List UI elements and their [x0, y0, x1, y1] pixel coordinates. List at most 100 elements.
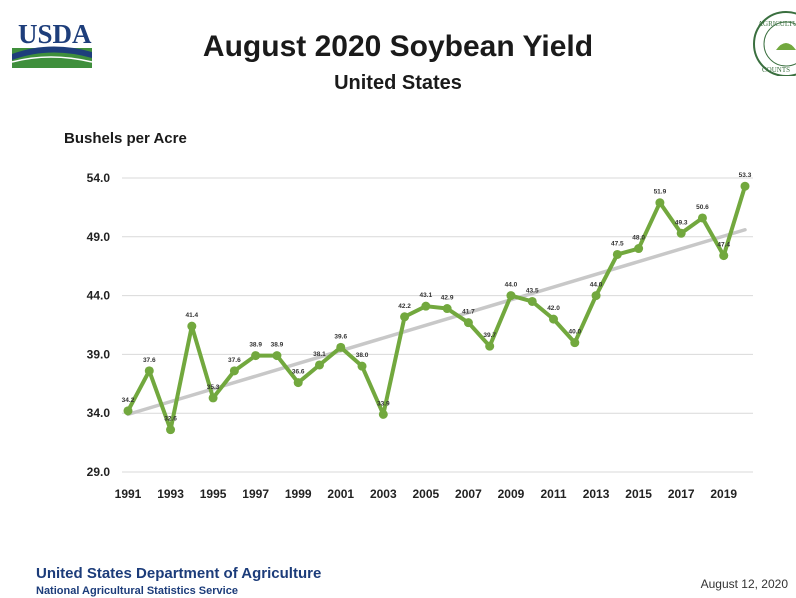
data-point	[293, 378, 303, 388]
series-line	[126, 185, 747, 432]
data-point	[378, 409, 388, 419]
data-label: 51.9	[654, 189, 667, 196]
x-tick-label: 2005	[413, 487, 440, 501]
data-point	[676, 228, 686, 238]
y-tick-label: 44.0	[87, 289, 111, 303]
data-point	[591, 291, 601, 301]
trendline	[126, 227, 747, 417]
series-layer	[123, 181, 750, 435]
data-label: 38.9	[271, 342, 284, 349]
data-label: 38.1	[313, 351, 326, 358]
x-tick-label: 2001	[327, 487, 354, 501]
data-point	[251, 351, 261, 361]
x-tick-label: 2015	[625, 487, 652, 501]
x-tick-label: 1997	[242, 487, 269, 501]
y-tick-label: 39.0	[87, 347, 111, 361]
data-label: 42.9	[441, 295, 454, 302]
data-label: 50.6	[696, 204, 709, 211]
seal-text: AGRICULTURE	[758, 20, 796, 28]
data-point	[740, 181, 750, 191]
y-axis-label: Bushels per Acre	[64, 130, 187, 147]
data-point	[166, 425, 176, 435]
data-point	[655, 198, 665, 208]
data-point	[357, 361, 367, 371]
chart-subtitle: United States	[334, 72, 462, 94]
y-axis-ticks: 29.0 34.0 39.0 44.0 49.0 54.0	[87, 171, 111, 479]
data-point	[336, 342, 346, 352]
footer-department: United States Department of Agriculture	[36, 565, 322, 582]
x-tick-label: 2017	[668, 487, 695, 501]
data-point	[549, 314, 559, 324]
x-tick-label: 1999	[285, 487, 312, 501]
usda-logo: USDA	[11, 12, 93, 68]
x-axis-ticks: 1991 1993 1995 1997 1999 2001 2003 2005 2007 2009…	[115, 487, 738, 501]
data-point	[208, 393, 218, 403]
data-label: 47.5	[611, 240, 624, 247]
data-label: 42.0	[547, 305, 560, 312]
data-point	[485, 341, 495, 351]
chart-title: August 2020 Soybean Yield	[202, 30, 594, 63]
data-point	[421, 301, 431, 311]
data-label-layer: 34.2 37.6 32.6 41.4 35.3 37.6 38.9 38.9 36.6 38.1…	[122, 172, 752, 422]
data-point	[506, 291, 516, 301]
data-label: 37.6	[143, 357, 156, 364]
data-point	[612, 249, 622, 259]
data-label: 49.3	[675, 219, 688, 226]
grid-layer	[122, 177, 753, 473]
x-tick-label: 2003	[370, 487, 397, 501]
data-point	[229, 366, 239, 376]
data-label: 41.7	[462, 309, 475, 316]
data-point	[272, 351, 282, 361]
x-tick-label: 2011	[540, 487, 566, 501]
data-label: 48.0	[632, 235, 645, 242]
trendline-layer	[126, 227, 747, 417]
data-label: 39.6	[334, 333, 347, 340]
data-label: 32.6	[164, 416, 177, 423]
data-label: 44.0	[505, 282, 518, 289]
data-label: 39.7	[483, 332, 496, 339]
x-tick-label: 2009	[498, 487, 525, 501]
data-point	[463, 318, 473, 328]
x-tick-label: 2007	[455, 487, 482, 501]
y-tick-label: 49.0	[87, 230, 111, 244]
data-label: 38.0	[356, 352, 369, 359]
data-label: 38.9	[249, 342, 262, 349]
usda-logo-text: USDA	[18, 19, 92, 49]
y-tick-label: 34.0	[87, 406, 111, 420]
data-point	[697, 213, 707, 223]
footer-agency: National Agricultural Statistics Service	[36, 585, 238, 597]
data-label: 43.5	[526, 287, 539, 294]
data-label: 43.1	[420, 292, 433, 299]
y-tick-label: 54.0	[87, 171, 111, 185]
y-tick-label: 29.0	[87, 465, 111, 479]
seal-subtext: COUNTS	[762, 66, 790, 74]
x-tick-label: 2019	[710, 487, 737, 501]
x-tick-label: 1993	[157, 487, 184, 501]
data-point	[442, 304, 452, 314]
data-label: 47.4	[717, 242, 730, 249]
data-label: 33.9	[377, 400, 390, 407]
x-tick-label: 2013	[583, 487, 610, 501]
data-label: 42.2	[398, 303, 411, 310]
data-label: 44.0	[590, 282, 603, 289]
data-label: 37.6	[228, 357, 241, 364]
x-tick-label: 1991	[115, 487, 142, 501]
data-point	[570, 338, 580, 348]
data-point	[400, 312, 410, 322]
data-label: 36.6	[292, 369, 305, 376]
data-label: 40.0	[568, 329, 581, 336]
data-point	[187, 321, 197, 331]
data-point	[144, 366, 154, 376]
data-label: 35.3	[207, 384, 220, 391]
data-label: 53.3	[739, 172, 752, 179]
data-point	[314, 360, 324, 370]
data-label: 41.4	[185, 312, 198, 319]
data-point	[634, 244, 644, 254]
data-point	[527, 296, 537, 306]
data-point	[719, 251, 729, 261]
x-tick-label: 1995	[200, 487, 227, 501]
nass-seal-logo: AGRICULTURE COUNTS	[753, 11, 796, 76]
footer-date: August 12, 2020	[700, 577, 788, 591]
data-label: 34.2	[122, 397, 135, 404]
